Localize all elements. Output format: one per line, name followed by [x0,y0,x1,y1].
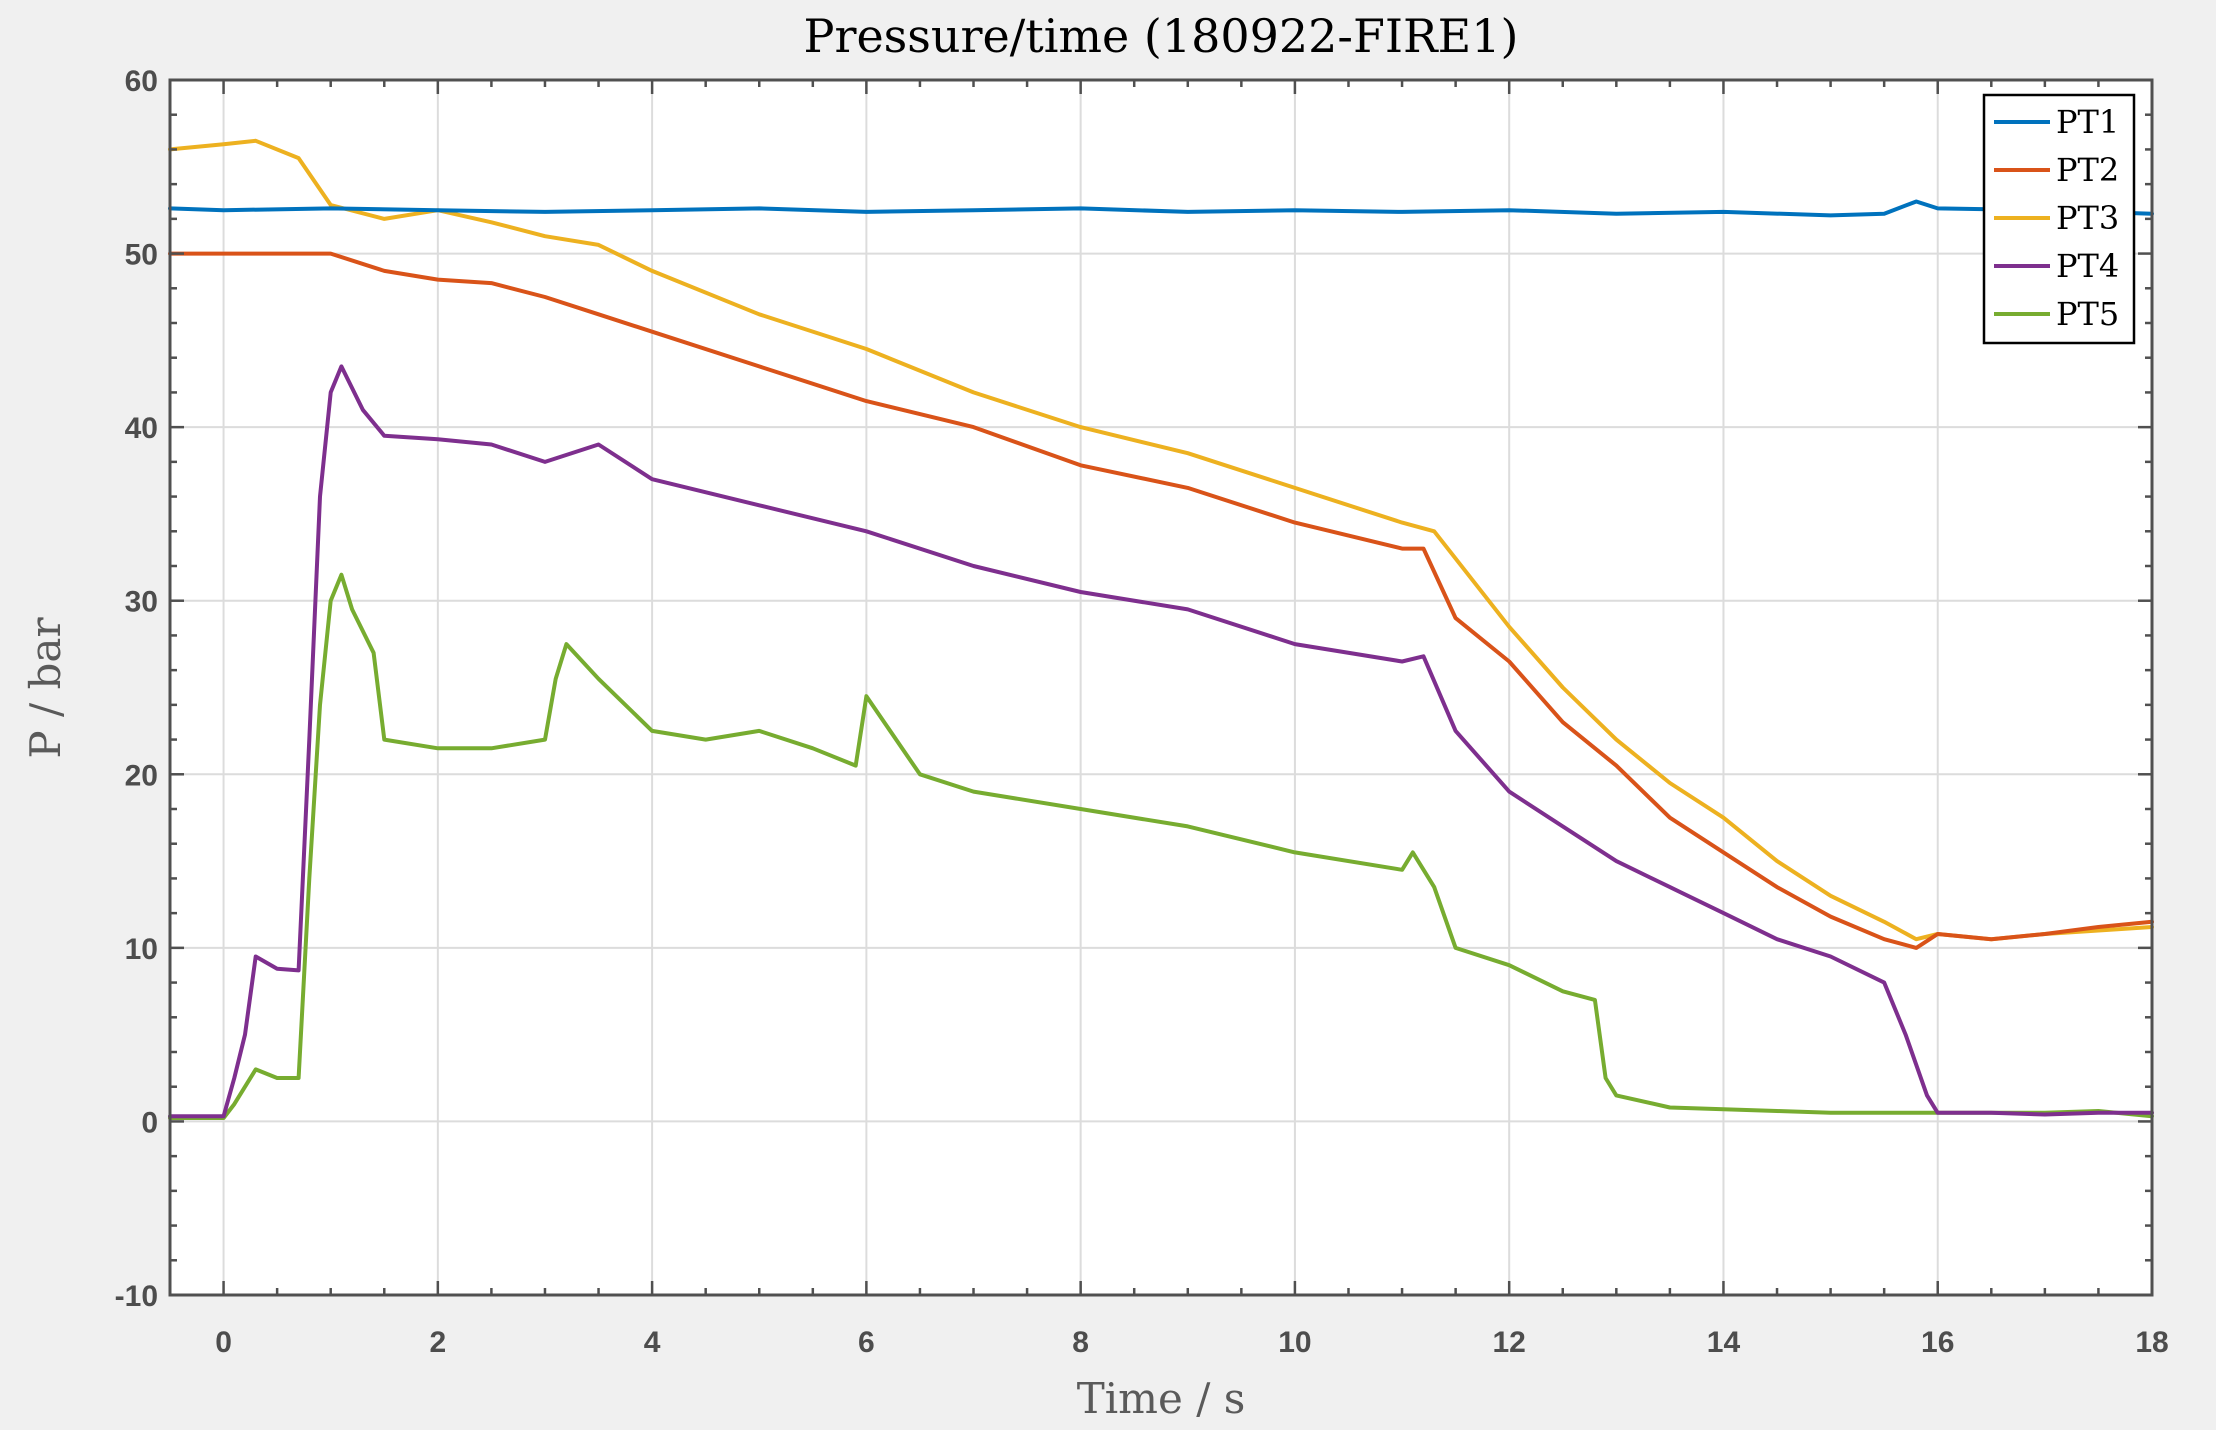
x-tick-label: 8 [1072,1326,1089,1359]
x-tick-label: 14 [1707,1326,1741,1359]
x-tick-label: 16 [1921,1326,1954,1359]
y-tick-label: 10 [125,933,158,966]
plot-background [170,80,2152,1295]
legend-label-pt2: PT2 [2056,151,2119,189]
legend-label-pt3: PT3 [2056,199,2119,237]
x-tick-label: 12 [1493,1326,1526,1359]
series-line-pt5 [168,572,2154,1120]
legend-label-pt5: PT5 [2056,295,2119,333]
chart-title: Pressure/time (180922-FIRE1) [804,9,1519,63]
y-tick-label: 50 [125,239,158,272]
legend-label-pt1: PT1 [2056,103,2119,141]
x-tick-label: 4 [644,1326,661,1359]
ticks [168,78,2154,1297]
y-tick-label: 40 [125,412,158,445]
series-line-pt4 [168,364,2154,1119]
x-tick-label: 10 [1278,1326,1311,1359]
series-group [168,138,2154,1120]
x-tick-label: 6 [858,1326,875,1359]
legend: PT1 PT2 PT3 PT4 PT5 [1982,93,2136,345]
x-tick-label: 2 [429,1326,446,1359]
legend-items: PT1 PT2 PT3 PT4 PT5 [1994,103,2119,333]
y-tick-label: 60 [125,65,158,98]
y-tick-label: 0 [141,1106,158,1139]
y-tick-label: 20 [125,759,158,792]
y-tick-label: -10 [115,1280,158,1313]
legend-label-pt4: PT4 [2056,247,2119,285]
plot-frame [168,78,2154,1297]
y-tick-label: 30 [125,586,158,619]
x-tick-label: 0 [215,1326,232,1359]
series-line-pt3 [168,138,2154,942]
x-tick-label: 18 [2135,1326,2168,1359]
tick-labels: 0 2 4 6 8 10 12 14 16 18 -10 0 10 20 30 40 50 60 [115,65,2169,1359]
x-axis-label: Time / s [1077,1374,1246,1423]
series-line-pt2 [168,251,2154,950]
y-axis-label: P / bar [21,617,70,759]
series-line-pt1 [168,199,2154,218]
